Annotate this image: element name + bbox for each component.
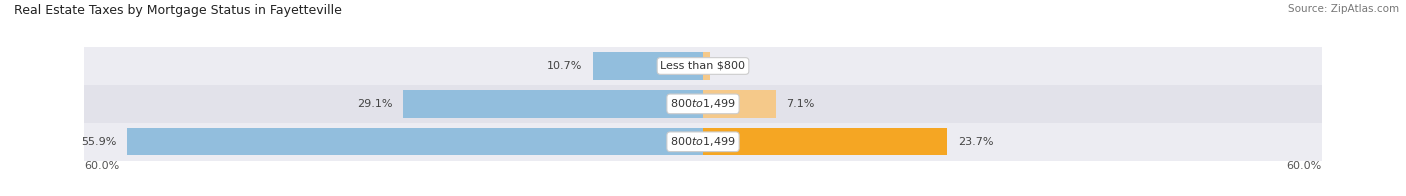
Bar bbox=[84, 47, 1322, 85]
Text: 0.7%: 0.7% bbox=[720, 61, 749, 71]
Text: 55.9%: 55.9% bbox=[82, 137, 117, 147]
Bar bbox=[703, 90, 776, 118]
Bar bbox=[127, 128, 703, 155]
Bar bbox=[84, 123, 1322, 161]
Bar bbox=[703, 128, 948, 155]
Text: Less than $800: Less than $800 bbox=[661, 61, 745, 71]
Text: 60.0%: 60.0% bbox=[1286, 161, 1322, 171]
Text: $800 to $1,499: $800 to $1,499 bbox=[671, 135, 735, 148]
Text: 10.7%: 10.7% bbox=[547, 61, 582, 71]
Text: 23.7%: 23.7% bbox=[957, 137, 993, 147]
Text: 29.1%: 29.1% bbox=[357, 99, 392, 109]
Text: $800 to $1,499: $800 to $1,499 bbox=[671, 97, 735, 110]
Bar bbox=[84, 85, 1322, 123]
Text: 7.1%: 7.1% bbox=[786, 99, 815, 109]
Text: Source: ZipAtlas.com: Source: ZipAtlas.com bbox=[1288, 4, 1399, 14]
Bar bbox=[593, 52, 703, 80]
Text: 60.0%: 60.0% bbox=[84, 161, 120, 171]
Bar bbox=[404, 90, 703, 118]
Text: Real Estate Taxes by Mortgage Status in Fayetteville: Real Estate Taxes by Mortgage Status in … bbox=[14, 4, 342, 17]
Bar bbox=[703, 52, 710, 80]
